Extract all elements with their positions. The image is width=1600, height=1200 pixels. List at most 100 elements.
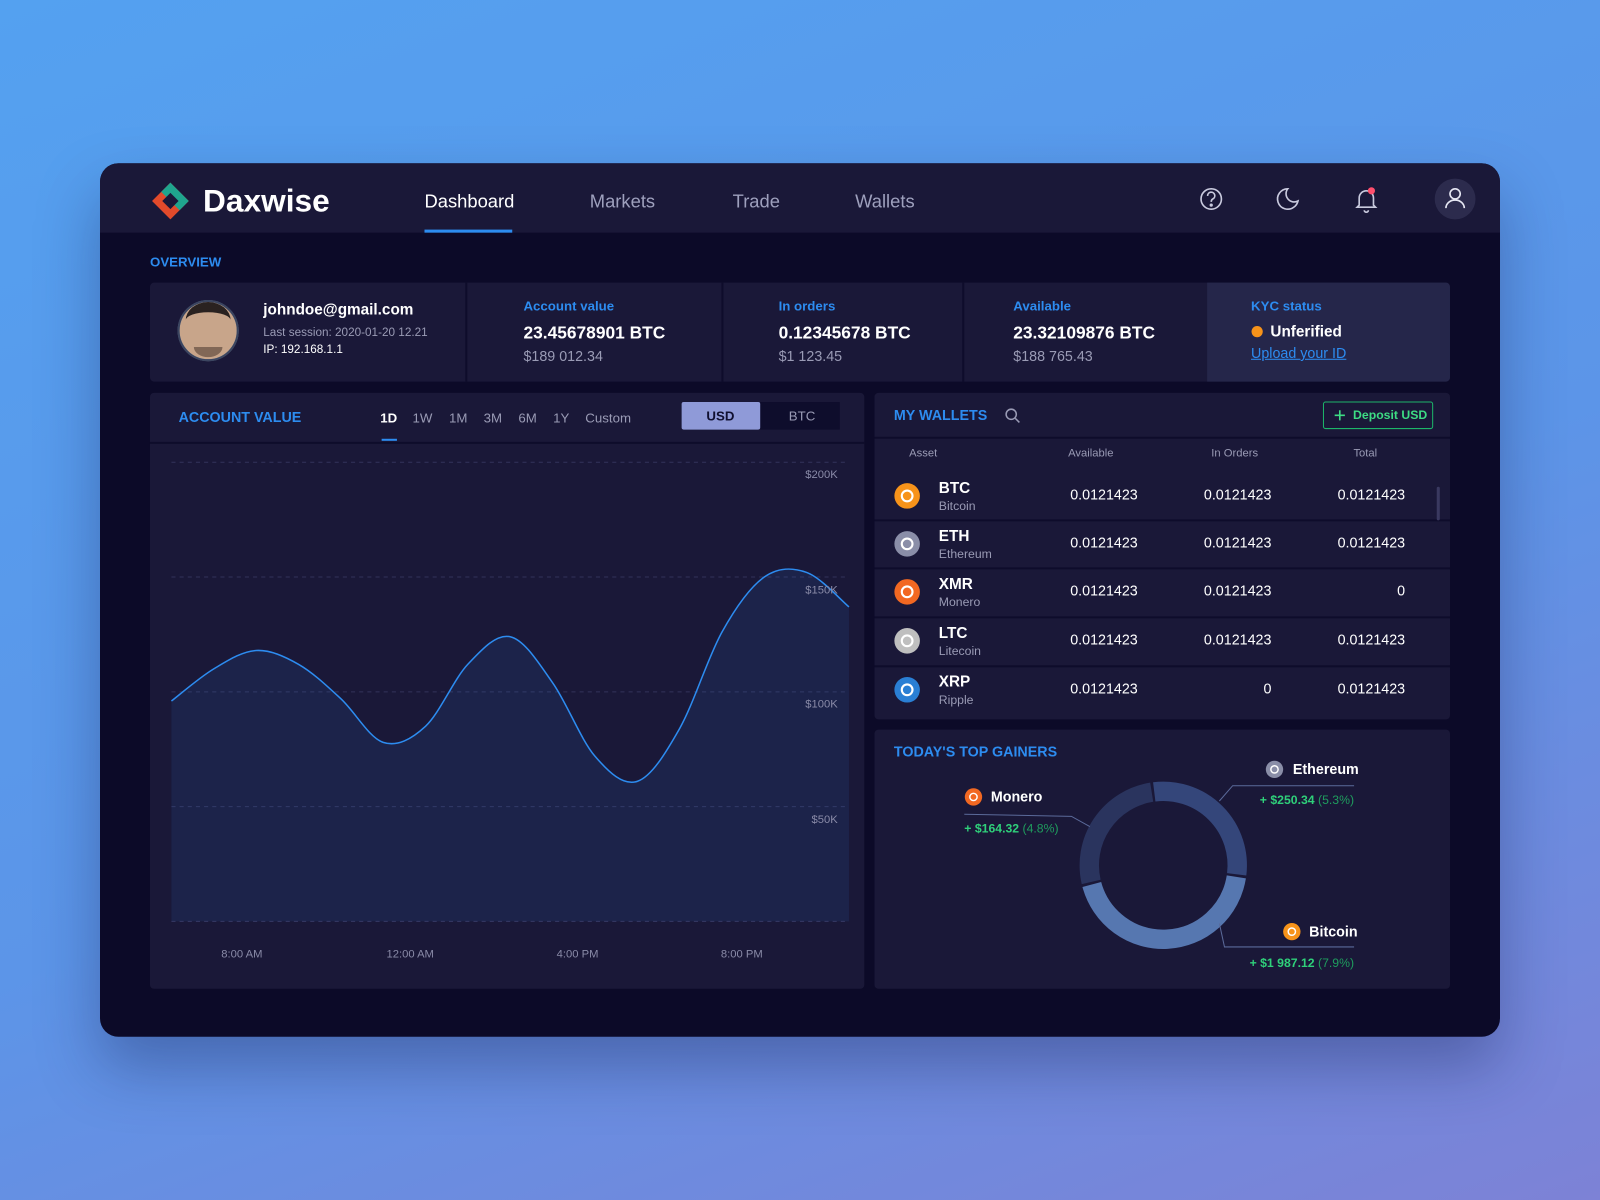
- profile-button[interactable]: [1434, 178, 1476, 220]
- donut-segment: [1079, 782, 1154, 885]
- period-button[interactable]: 1D: [380, 410, 398, 426]
- asset-symbol: ETH: [938, 527, 970, 545]
- wallet-amount: 0.0121423: [1337, 486, 1406, 503]
- leader-line: [1218, 923, 1355, 948]
- avatar: [177, 299, 239, 362]
- coin-icon: [894, 483, 920, 509]
- currency-button[interactable]: USD: [706, 408, 735, 424]
- coin-icon-glyph: [900, 585, 914, 599]
- coin-icon: [894, 531, 920, 557]
- top-bar: [99, 163, 1500, 233]
- notification-icon[interactable]: [1355, 187, 1378, 214]
- donut-segment: [1082, 875, 1246, 949]
- nav-tab[interactable]: Trade: [732, 191, 780, 212]
- coin-icon-bg: [1283, 922, 1301, 941]
- column-header: Asset: [909, 447, 938, 460]
- kyc-status: Unferified: [1270, 323, 1342, 341]
- column-header: Total: [1353, 447, 1378, 460]
- gainer-amount: + $1 987.12: [1249, 955, 1315, 971]
- wallet-amount: 0.0121423: [1203, 582, 1272, 599]
- coin-icon-bg: [894, 628, 920, 654]
- asset-name: Litecoin: [938, 643, 981, 658]
- stat-usd: $188 765.43: [1013, 347, 1093, 364]
- search-icon[interactable]: [1005, 408, 1020, 423]
- wallet-amount: 0.0121423: [1337, 680, 1406, 697]
- section-title: OVERVIEW: [149, 254, 222, 270]
- asset-name: Bitcoin: [938, 498, 976, 514]
- nav-tab[interactable]: Wallets: [855, 191, 915, 212]
- stat-label: In orders: [778, 298, 836, 314]
- coin-icon-glyph: [900, 683, 914, 697]
- wallet-amount: 0.0121423: [1070, 534, 1138, 551]
- period-active-indicator: [381, 438, 397, 441]
- stat-usd: $1 123.45: [778, 347, 843, 364]
- currency-toggle[interactable]: [681, 402, 840, 430]
- y-tick-label: $150K: [805, 583, 838, 596]
- kyc-label: KYC status: [1251, 298, 1322, 314]
- nav-tab[interactable]: Dashboard: [424, 191, 515, 212]
- period-button[interactable]: 6M: [518, 410, 537, 426]
- period-button[interactable]: 1M: [448, 410, 468, 426]
- chart-title: TODAY'S TOP GAINERS: [893, 743, 1058, 760]
- stat-label: Account value: [523, 298, 615, 314]
- donut-segment: [1153, 781, 1247, 876]
- currency-button[interactable]: BTC: [788, 408, 816, 424]
- coin-icon-bg: [894, 579, 920, 605]
- period-button[interactable]: 1W: [412, 410, 433, 426]
- column-header: In Orders: [1211, 447, 1259, 460]
- coin-icon-glyph: [900, 634, 914, 648]
- wallet-amount: 0.0121423: [1070, 582, 1138, 599]
- period-button[interactable]: Custom: [585, 410, 632, 426]
- period-button[interactable]: 1Y: [553, 410, 570, 426]
- kyc-status-dot: [1251, 326, 1263, 338]
- chart-title: ACCOUNT VALUE: [178, 408, 302, 426]
- line-series: [170, 568, 850, 784]
- gainer-name: Bitcoin: [1309, 923, 1358, 940]
- asset-name: Monero: [938, 594, 981, 609]
- kyc-panel: [1207, 282, 1450, 382]
- nav-tab[interactable]: Markets: [589, 191, 656, 212]
- gainer-name: Ethereum: [1292, 760, 1359, 778]
- coin-icon-bg: [894, 483, 920, 509]
- leader-line: [1219, 785, 1355, 802]
- x-tick-label: 8:00 AM: [221, 948, 263, 961]
- deposit-label[interactable]: Deposit USD: [1353, 407, 1428, 423]
- coin-icon-glyph: [900, 489, 914, 503]
- wallet-amount: 0.0121423: [1203, 534, 1272, 551]
- help-icon[interactable]: [1200, 187, 1223, 210]
- gainer-percent: (4.8%): [1022, 821, 1059, 836]
- gainer-percent: (7.9%): [1318, 955, 1355, 971]
- kyc-upload-link[interactable]: Upload your ID: [1251, 344, 1347, 361]
- wallet-amount: 0: [1263, 680, 1272, 697]
- coin-icon: [894, 677, 920, 703]
- stat-usd: $189 012.34: [523, 347, 603, 364]
- asset-symbol: BTC: [938, 479, 971, 497]
- asset-name: Ethereum: [938, 546, 992, 562]
- theme-icon[interactable]: [1276, 187, 1300, 210]
- deposit-button[interactable]: [1322, 401, 1434, 430]
- x-tick-label: 4:00 PM: [556, 948, 599, 961]
- stat-btc: 23.45678901 BTC: [523, 323, 666, 343]
- wallet-amount: 0.0121423: [1337, 534, 1406, 551]
- period-button[interactable]: 3M: [483, 410, 503, 426]
- coin-icon-glyph: [900, 537, 914, 551]
- coin-icon-bg: [894, 531, 920, 557]
- gainer-icon: [964, 788, 983, 806]
- gainer-change: + $164.32 (4.8%): [964, 821, 1058, 836]
- ip-address: IP: 192.168.1.1: [263, 343, 343, 357]
- x-tick-label: 8:00 PM: [720, 948, 763, 961]
- coin-icon: [894, 628, 920, 654]
- coin-icon-bg: [1265, 760, 1284, 779]
- gainer-change: + $1 987.12 (7.9%): [1250, 956, 1355, 971]
- coin-icon-glyph: [1270, 765, 1279, 774]
- gainer-icon: [1265, 760, 1284, 779]
- brand-name[interactable]: Daxwise: [203, 183, 330, 219]
- y-tick-label: $200K: [805, 468, 838, 482]
- wallet-amount: 0.0121423: [1070, 486, 1138, 503]
- wallets-panel: [874, 392, 1450, 720]
- coin-icon-bg: [894, 677, 920, 703]
- line-area: [171, 569, 849, 922]
- gainer-amount: + $250.34: [1259, 792, 1315, 807]
